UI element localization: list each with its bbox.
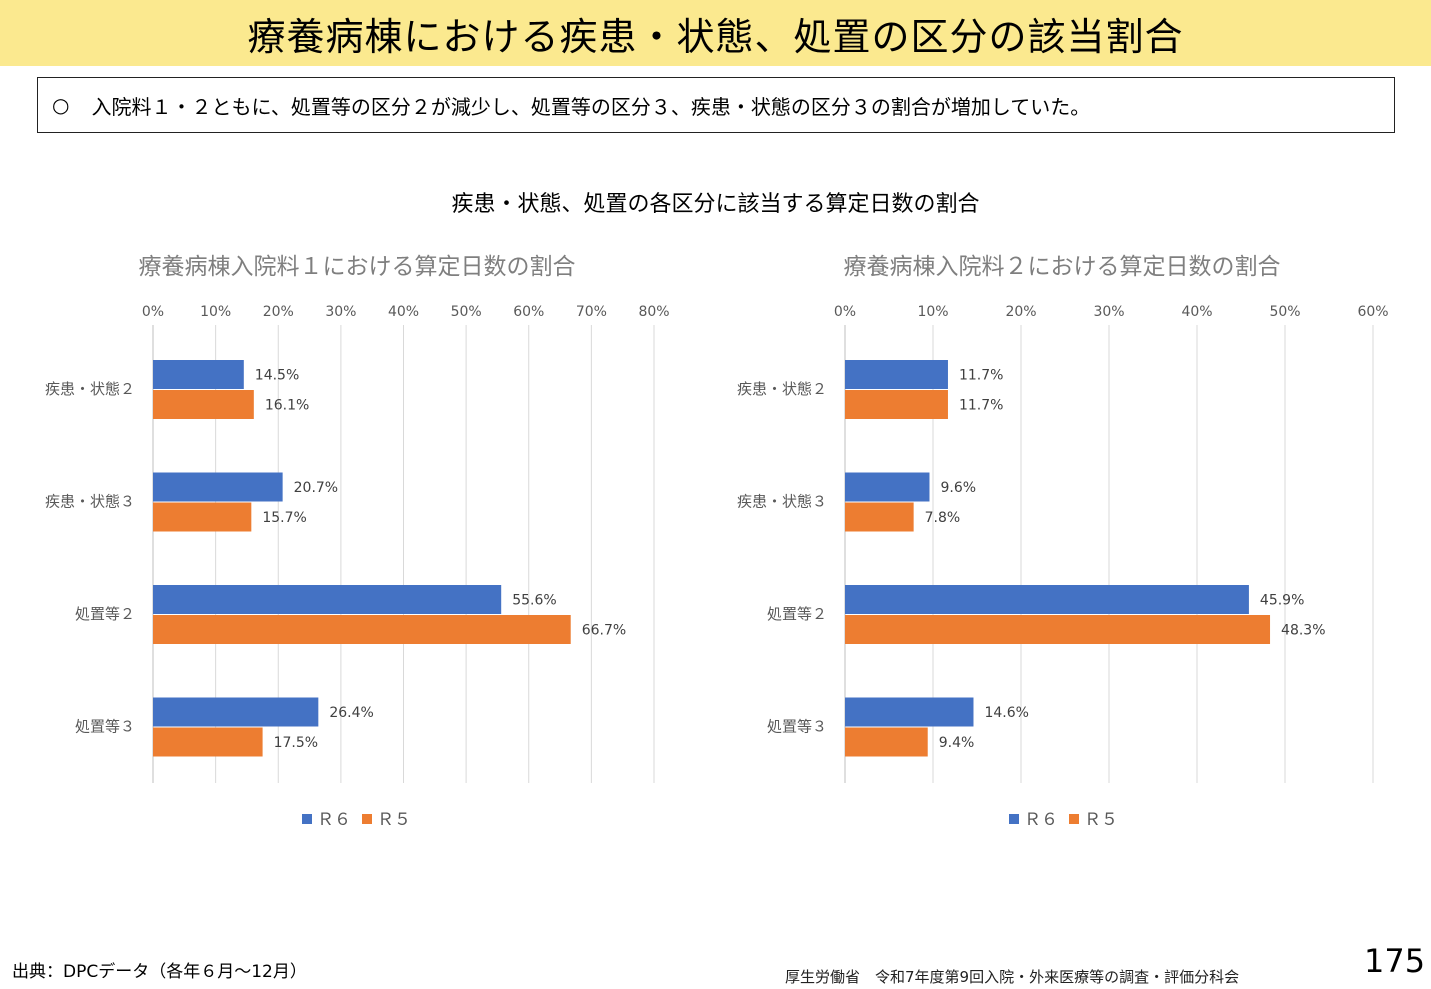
x-tick-label: 20% [1005,304,1036,320]
category-label: 疾患・状態３ [45,493,135,511]
bar-r5 [845,390,948,419]
title-bar: 療養病棟における疾患・状態、処置の区分の該当割合 [0,0,1431,66]
bar-r5 [845,502,914,532]
legend-swatch-r5 [362,814,372,824]
summary-box: ○ 入院料１・２ともに、処置等の区分２が減少し、処置等の区分３、疾患・状態の区分… [37,77,1395,133]
bar-r6 [153,360,244,389]
bar-r6 [153,585,502,614]
category-label: 処置等３ [767,718,827,736]
bar-r5 [153,615,571,644]
x-tick-label: 0% [834,304,856,320]
data-label: 11.7% [959,398,1003,414]
chart-1-svg: 療養病棟入院料１における算定日数の割合 0% 10% 20% 30% 40% 50% 60% 7… [45,254,670,830]
chart-title: 療養病棟入院料１における算定日数の割合 [139,254,576,280]
data-label: 20.7% [294,480,338,496]
data-label: 16.1% [265,398,309,414]
x-tick-label: 70% [576,304,607,320]
legend-swatch-r6 [302,814,312,824]
chart-2: 療養病棟入院料２における算定日数の割合 0% 10% 20% 30% 40% 50% 60% 疾… [700,240,1420,840]
category-label: 疾患・状態２ [45,380,135,398]
bar-r6 [845,360,948,389]
bar-r5 [153,390,254,419]
bar-r6 [845,585,1249,614]
bar-r6 [153,472,283,502]
legend-swatch-r6 [1009,814,1019,824]
x-tick-label: 30% [325,304,356,320]
legend-label: Ｒ６ [317,810,351,830]
organization-note: 厚生労働省 令和7年度第9回入院・外来医療等の調査・評価分科会 [785,968,1240,986]
x-tick-label: 60% [513,304,544,320]
data-label: 11.7% [959,368,1003,384]
bar-r6 [845,472,930,502]
x-tick-label: 60% [1357,304,1388,320]
data-label: 45.9% [1260,593,1304,609]
x-tick-label: 10% [917,304,948,320]
data-label: 55.6% [512,593,556,609]
chart-2-svg: 療養病棟入院料２における算定日数の割合 0% 10% 20% 30% 40% 50% 60% 疾… [737,254,1389,830]
chart-title: 療養病棟入院料２における算定日数の割合 [844,254,1281,280]
x-tick-label: 50% [1269,304,1300,320]
data-label: 14.5% [255,368,299,384]
page-title: 療養病棟における疾患・状態、処置の区分の該当割合 [247,14,1184,59]
category-label: 疾患・状態２ [737,380,827,398]
chart-1: 療養病棟入院料１における算定日数の割合 0% 10% 20% 30% 40% 50% 60% 7… [0,240,700,840]
category-label: 疾患・状態３ [737,493,827,511]
category-label: 処置等３ [75,718,135,736]
source-note: 出典：DPCデータ（各年６月～12月） [12,962,307,982]
bar-r5 [153,727,263,757]
data-label: 14.6% [984,705,1028,721]
data-label: 7.8% [925,510,961,526]
category-label: 処置等２ [767,605,827,623]
bar-r5 [845,615,1271,644]
x-tick-label: 50% [451,304,482,320]
bar-r6 [845,697,974,727]
x-tick-label: 80% [638,304,669,320]
data-label: 15.7% [262,510,306,526]
page-number: 175 [1364,942,1426,980]
bar-r5 [153,502,252,532]
x-tick-label: 30% [1093,304,1124,320]
legend-label: Ｒ５ [377,810,411,830]
x-tick-label: 40% [1181,304,1212,320]
data-label: 66.7% [582,623,626,639]
legend-label: Ｒ６ [1024,810,1058,830]
x-tick-label: 20% [263,304,294,320]
data-label: 26.4% [329,705,373,721]
x-tick-label: 10% [200,304,231,320]
data-label: 17.5% [274,735,318,751]
bar-r5 [845,727,928,757]
summary-bullet: ○ [52,93,70,117]
x-tick-label: 40% [388,304,419,320]
bar-r6 [153,697,319,727]
section-title: 疾患・状態、処置の各区分に該当する算定日数の割合 [451,192,980,217]
data-label: 48.3% [1281,623,1325,639]
data-label: 9.6% [940,480,976,496]
data-label: 9.4% [939,735,975,751]
legend-label: Ｒ５ [1084,810,1118,830]
legend-swatch-r5 [1069,814,1079,824]
summary-text: 入院料１・２ともに、処置等の区分２が減少し、処置等の区分３、疾患・状態の区分３の… [91,94,1091,119]
category-label: 処置等２ [75,605,135,623]
x-tick-label: 0% [142,304,164,320]
